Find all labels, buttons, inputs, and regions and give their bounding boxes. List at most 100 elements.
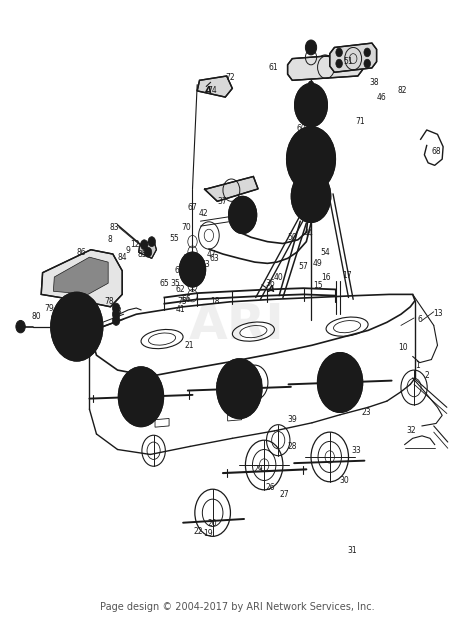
Text: 57: 57 xyxy=(299,262,309,271)
Text: 49: 49 xyxy=(313,259,322,268)
Text: 69: 69 xyxy=(307,212,317,222)
Text: 74: 74 xyxy=(208,86,218,95)
Circle shape xyxy=(16,321,25,333)
Text: 36: 36 xyxy=(266,279,275,288)
Circle shape xyxy=(308,126,314,134)
Circle shape xyxy=(51,292,102,361)
Circle shape xyxy=(364,48,371,57)
Circle shape xyxy=(112,316,120,326)
Text: 47: 47 xyxy=(206,250,216,259)
Text: 20: 20 xyxy=(208,520,218,528)
Text: 27: 27 xyxy=(279,490,289,499)
Text: 66: 66 xyxy=(182,295,191,304)
Circle shape xyxy=(73,322,81,332)
Text: 86: 86 xyxy=(77,248,86,257)
Circle shape xyxy=(179,252,206,287)
Circle shape xyxy=(140,240,148,250)
Circle shape xyxy=(295,83,328,127)
Text: 62: 62 xyxy=(175,285,185,294)
Text: 52: 52 xyxy=(302,98,312,106)
Circle shape xyxy=(287,127,336,192)
Text: 51: 51 xyxy=(344,57,353,66)
Text: 68: 68 xyxy=(431,147,441,156)
Text: 59: 59 xyxy=(310,206,319,215)
Text: 80: 80 xyxy=(32,312,41,321)
Text: 6: 6 xyxy=(417,315,422,324)
Text: 42: 42 xyxy=(199,209,208,218)
Circle shape xyxy=(364,59,371,68)
Text: 60: 60 xyxy=(297,123,307,133)
Text: 32: 32 xyxy=(406,426,416,436)
Text: 82: 82 xyxy=(397,86,407,95)
Text: 73: 73 xyxy=(113,307,122,316)
Text: 81: 81 xyxy=(231,378,241,387)
Circle shape xyxy=(112,303,120,313)
Circle shape xyxy=(308,91,314,98)
Text: 48: 48 xyxy=(182,254,191,263)
Text: 40: 40 xyxy=(273,272,283,282)
Text: 18: 18 xyxy=(210,297,220,306)
Text: 13: 13 xyxy=(434,309,443,317)
Text: 67: 67 xyxy=(188,203,197,212)
Polygon shape xyxy=(138,240,156,259)
Text: 31: 31 xyxy=(347,545,356,555)
Text: 22: 22 xyxy=(194,527,203,536)
Circle shape xyxy=(308,111,314,118)
Text: 46: 46 xyxy=(376,93,386,101)
Text: 9: 9 xyxy=(126,247,131,255)
Text: ARI: ARI xyxy=(189,301,285,349)
Polygon shape xyxy=(330,43,377,72)
Text: 78: 78 xyxy=(105,297,114,306)
Text: 8: 8 xyxy=(107,235,112,244)
Circle shape xyxy=(292,170,331,222)
Text: 12: 12 xyxy=(130,240,140,249)
Text: 61: 61 xyxy=(269,63,278,73)
Polygon shape xyxy=(204,177,258,202)
Text: 56: 56 xyxy=(67,302,77,311)
Text: 15: 15 xyxy=(313,280,322,290)
Text: 54: 54 xyxy=(320,248,330,257)
Circle shape xyxy=(112,309,120,319)
Text: 17: 17 xyxy=(342,271,352,280)
Text: 65: 65 xyxy=(160,279,169,288)
Text: 23: 23 xyxy=(361,408,371,417)
Text: 85: 85 xyxy=(137,250,147,259)
Text: 1: 1 xyxy=(415,361,419,370)
Circle shape xyxy=(308,81,314,88)
Text: 29: 29 xyxy=(253,465,263,474)
Text: 26: 26 xyxy=(266,483,275,493)
Circle shape xyxy=(336,59,342,68)
Text: 70: 70 xyxy=(182,223,191,232)
Text: 83: 83 xyxy=(109,223,119,232)
Text: 79: 79 xyxy=(45,304,55,312)
Circle shape xyxy=(308,118,314,126)
Text: 72: 72 xyxy=(225,73,235,82)
Text: 38: 38 xyxy=(369,78,379,86)
Polygon shape xyxy=(288,54,363,80)
Text: 84: 84 xyxy=(118,253,127,262)
Text: 28: 28 xyxy=(288,442,297,451)
Text: 37: 37 xyxy=(217,197,227,206)
Text: 43: 43 xyxy=(216,378,226,387)
Text: 33: 33 xyxy=(352,446,361,455)
Circle shape xyxy=(228,197,257,233)
Text: 75: 75 xyxy=(177,297,187,306)
Text: Page design © 2004-2017 by ARI Network Services, Inc.: Page design © 2004-2017 by ARI Network S… xyxy=(100,602,374,612)
Text: 21: 21 xyxy=(184,341,194,350)
Circle shape xyxy=(318,352,363,413)
Text: A: A xyxy=(204,86,211,95)
Text: 30: 30 xyxy=(340,476,350,485)
Text: 35: 35 xyxy=(170,279,180,288)
Circle shape xyxy=(305,40,317,55)
Circle shape xyxy=(336,48,342,57)
Text: 63: 63 xyxy=(210,254,219,263)
Circle shape xyxy=(148,237,155,247)
Text: 7: 7 xyxy=(225,397,230,406)
Text: 16: 16 xyxy=(321,272,331,282)
Text: 41: 41 xyxy=(176,305,186,314)
Circle shape xyxy=(217,359,262,418)
Text: 55: 55 xyxy=(169,234,179,243)
Text: 64: 64 xyxy=(175,266,185,275)
Text: 2: 2 xyxy=(424,371,429,379)
Polygon shape xyxy=(197,76,232,97)
